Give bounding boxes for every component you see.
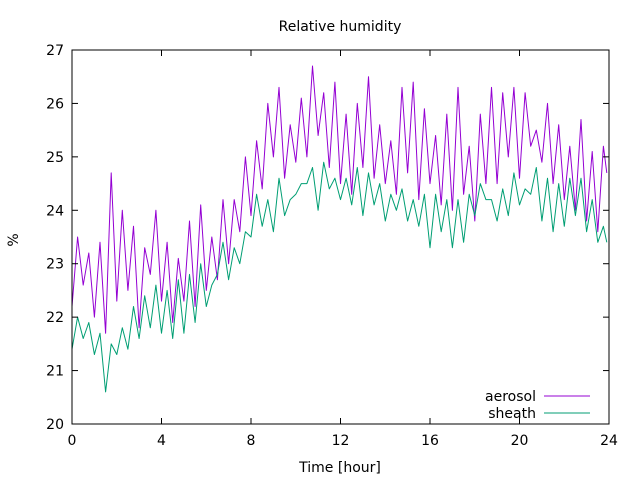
y-tick-label: 25 [46, 150, 64, 166]
y-axis-label: % [6, 233, 22, 246]
y-tick-label: 20 [46, 417, 64, 433]
legend: aerosol sheath [485, 389, 590, 422]
x-axis-label: Time [hour] [298, 460, 381, 476]
x-tick-label: 24 [600, 433, 618, 449]
x-tick-label: 8 [247, 433, 256, 449]
x-tick-label: 20 [511, 433, 529, 449]
y-tick-label: 24 [46, 203, 64, 219]
x-tick-label: 12 [332, 433, 350, 449]
series-line-aerosol [71, 65, 608, 334]
plot-frame [71, 49, 610, 425]
y-tick-label: 23 [46, 257, 64, 273]
chart-title: Relative humidity [279, 19, 402, 35]
series-layer [71, 65, 608, 393]
x-tick-label: 0 [68, 433, 77, 449]
legend-label-sheath: sheath [488, 406, 536, 422]
y-tick-label: 21 [46, 364, 64, 380]
x-tick-label: 16 [421, 433, 439, 449]
series-line-sheath [71, 161, 608, 393]
y-tick-label: 22 [46, 310, 64, 326]
x-tick-label: 4 [157, 433, 166, 449]
y-tick-label: 27 [46, 43, 64, 59]
legend-label-aerosol: aerosol [485, 389, 536, 405]
y-tick-label: 26 [46, 96, 64, 112]
